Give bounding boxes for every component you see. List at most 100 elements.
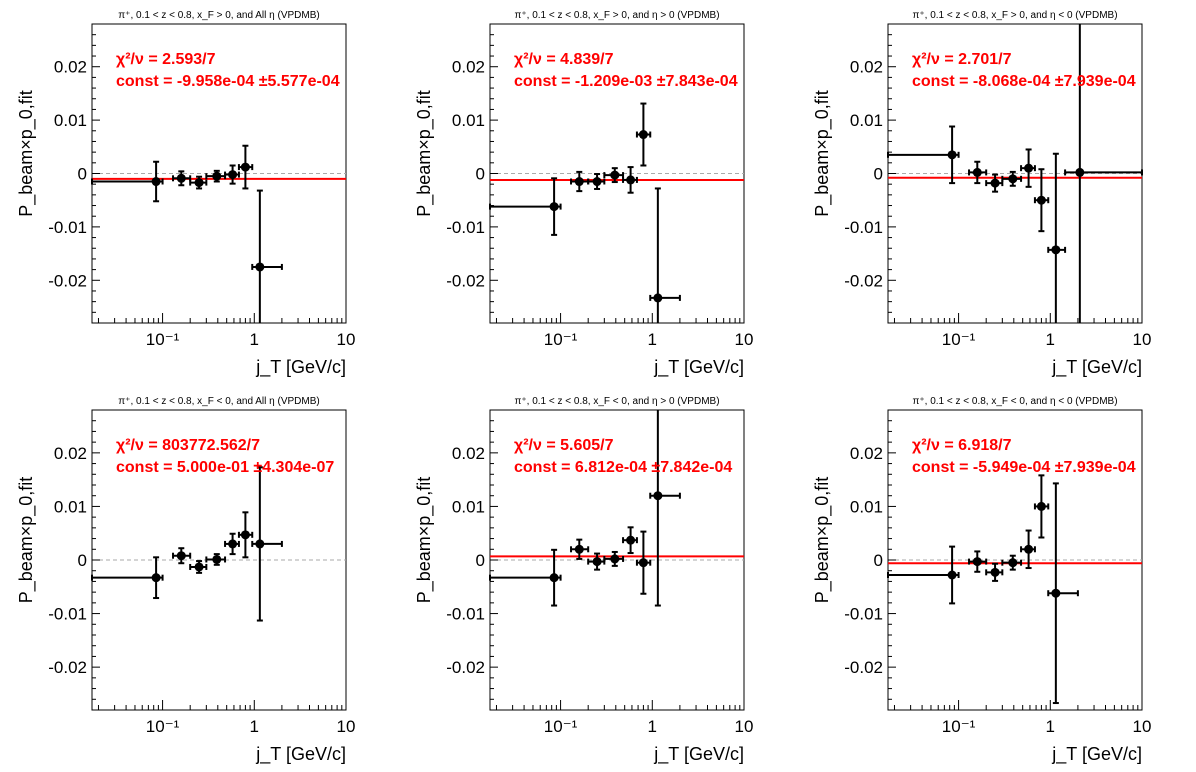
data-marker <box>610 554 620 564</box>
plot-panel-6: π⁺, 0.1 < z < 0.8, x_F < 0, and η < 0 (V… <box>812 396 1151 765</box>
chi2-label: χ²/ν = 2.593/7 <box>116 51 216 68</box>
y-tick-label: -0.02 <box>48 271 87 290</box>
x-axis-label: j_T [GeV/c] <box>653 357 744 378</box>
data-point <box>91 160 164 203</box>
y-tick-label: -0.02 <box>446 271 485 290</box>
const-label: const = -8.068e-04 ±7.939e-04 <box>912 73 1136 90</box>
x-tick-label: 10⁻¹ <box>146 717 180 736</box>
data-point <box>1033 474 1050 539</box>
data-point <box>224 164 240 185</box>
data-marker <box>240 530 250 540</box>
data-point <box>91 556 164 600</box>
data-marker <box>549 202 559 212</box>
chi2-label: χ²/ν = 4.839/7 <box>514 51 614 68</box>
data-point <box>587 173 606 190</box>
data-point <box>224 532 240 556</box>
x-tick-label: 10 <box>735 717 754 736</box>
plot-panel-5: π⁺, 0.1 < z < 0.8, x_F < 0, and η > 0 (V… <box>414 396 753 765</box>
y-tick-label: 0.02 <box>850 58 883 77</box>
y-tick-label: 0.01 <box>452 497 485 516</box>
data-point <box>622 526 638 555</box>
x-axis-label: j_T [GeV/c] <box>255 357 346 378</box>
data-point <box>489 548 562 607</box>
data-point <box>1001 170 1023 187</box>
data-point <box>635 102 652 167</box>
data-point <box>205 169 227 183</box>
plot-title: π⁺, 0.1 < z < 0.8, x_F > 0, and η > 0 (V… <box>514 10 719 21</box>
y-tick-label: 0 <box>78 551 87 570</box>
x-tick-label: 1 <box>250 330 259 349</box>
y-tick-label: -0.02 <box>446 658 485 677</box>
data-marker <box>1075 167 1085 177</box>
data-marker <box>592 557 602 567</box>
x-tick-label: 10 <box>337 717 356 736</box>
data-marker <box>176 551 186 561</box>
data-marker <box>1008 174 1018 184</box>
plot-title: π⁺, 0.1 < z < 0.8, x_F < 0, and η > 0 (V… <box>514 396 719 407</box>
data-marker <box>228 539 238 549</box>
data-marker <box>212 171 222 181</box>
data-point <box>1020 148 1036 188</box>
y-tick-label: 0 <box>874 165 883 184</box>
data-marker <box>972 167 982 177</box>
y-axis-label: P_beam×p_0,fit <box>812 477 833 604</box>
y-tick-label: -0.02 <box>844 271 883 290</box>
y-tick-label: 0.02 <box>452 444 485 463</box>
x-tick-label: 1 <box>1046 717 1055 736</box>
x-tick-label: 10⁻¹ <box>544 717 578 736</box>
y-tick-label: 0.01 <box>850 111 883 130</box>
plot-panel-2: π⁺, 0.1 < z < 0.8, x_F > 0, and η > 0 (V… <box>414 10 753 378</box>
data-marker <box>990 567 1000 577</box>
data-point <box>205 553 227 566</box>
y-tick-label: -0.01 <box>446 218 485 237</box>
y-tick-label: -0.01 <box>48 218 87 237</box>
data-point <box>251 466 283 622</box>
y-tick-label: -0.01 <box>48 605 87 624</box>
y-tick-label: 0.02 <box>54 58 87 77</box>
x-tick-label: 10⁻¹ <box>146 330 180 349</box>
x-tick-label: 10⁻¹ <box>544 330 578 349</box>
data-point <box>649 410 681 607</box>
data-marker <box>212 554 222 564</box>
y-tick-label: 0.02 <box>54 444 87 463</box>
data-marker <box>626 175 636 185</box>
data-marker <box>194 178 204 188</box>
data-marker <box>653 293 663 303</box>
data-point <box>1033 168 1050 233</box>
x-tick-label: 1 <box>648 717 657 736</box>
data-point <box>968 550 988 573</box>
data-point <box>603 550 625 567</box>
x-tick-label: 10 <box>1133 330 1152 349</box>
plot-title: π⁺, 0.1 < z < 0.8, x_F < 0, and All η (V… <box>118 396 319 407</box>
const-label: const = -5.949e-04 ±7.939e-04 <box>912 459 1136 476</box>
y-tick-label: 0 <box>476 551 485 570</box>
data-marker <box>194 562 204 572</box>
data-point <box>189 175 208 190</box>
y-tick-label: -0.02 <box>48 658 87 677</box>
data-point <box>985 173 1004 193</box>
data-marker <box>638 130 648 140</box>
data-marker <box>638 558 648 568</box>
y-tick-label: 0 <box>78 165 87 184</box>
chi2-label: χ²/ν = 2.701/7 <box>912 51 1012 68</box>
x-axis-label: j_T [GeV/c] <box>255 744 346 765</box>
const-label: const = -9.958e-04 ±5.577e-04 <box>116 73 340 90</box>
y-axis-label: P_beam×p_0,fit <box>812 90 833 217</box>
x-tick-label: 10⁻¹ <box>942 330 976 349</box>
plot-title: π⁺, 0.1 < z < 0.8, x_F > 0, and η < 0 (V… <box>912 10 1117 21</box>
y-tick-label: 0.01 <box>452 111 485 130</box>
plot-title: π⁺, 0.1 < z < 0.8, x_F > 0, and All η (V… <box>118 10 319 21</box>
data-point <box>172 170 192 187</box>
data-marker <box>1036 195 1046 205</box>
x-axis-label: j_T [GeV/c] <box>653 744 744 765</box>
y-axis-label: P_beam×p_0,fit <box>16 90 37 217</box>
data-marker <box>574 177 584 187</box>
data-point <box>489 177 562 236</box>
x-tick-label: 10⁻¹ <box>942 717 976 736</box>
data-point <box>1047 152 1067 323</box>
data-point <box>1020 529 1036 570</box>
data-marker <box>549 573 559 583</box>
const-label: const = -1.209e-03 ±7.843e-04 <box>514 73 738 90</box>
data-point <box>1064 24 1143 323</box>
